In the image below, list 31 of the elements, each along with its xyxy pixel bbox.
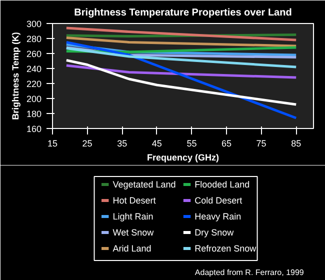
legend-label: Vegetated Land [112,180,176,190]
x-tick-label: 55 [186,138,197,148]
y-tick-label: 300 [26,19,42,29]
x-tick-label: 45 [152,138,162,148]
x-tick-label: 85 [291,138,302,148]
y-tick-label: 180 [26,109,42,119]
x-tick-label: 35 [117,138,128,148]
y-tick-label: 280 [26,34,42,44]
y-tick-label: 200 [26,94,42,104]
chart-title: Brightness Temperature Properties over Land [74,8,292,18]
x-tick-label: 65 [221,138,232,148]
legend-label: Hot Desert [112,196,156,206]
x-tick-label: 25 [82,138,92,148]
x-tick-label: 15 [47,138,58,148]
x-axis-title: Frequency (GHz) [146,152,220,162]
x-tick-label: 75 [256,138,266,148]
line-series [65,59,298,106]
y-tick-label: 240 [26,64,42,74]
y-tick-label: 160 [26,124,42,134]
legend-label: Arid Land [112,244,152,254]
legend-label: Wet Snow [112,228,154,238]
text: Adapted from R. Ferraro, 1999 [194,268,304,277]
y-tick-label: 260 [26,49,42,59]
legend-label: Heavy Rain [194,212,242,222]
legend-label: Dry Snow [194,228,234,238]
y-tick-label: 220 [26,79,42,89]
legend-label: Light Rain [112,212,154,222]
legend-label: Flooded Land [194,180,250,190]
y-axis-title: Brightness Temp (K) [10,32,20,120]
legend-label: Cold Desert [194,196,243,206]
legend-label: Refrozen Snow [194,244,257,254]
